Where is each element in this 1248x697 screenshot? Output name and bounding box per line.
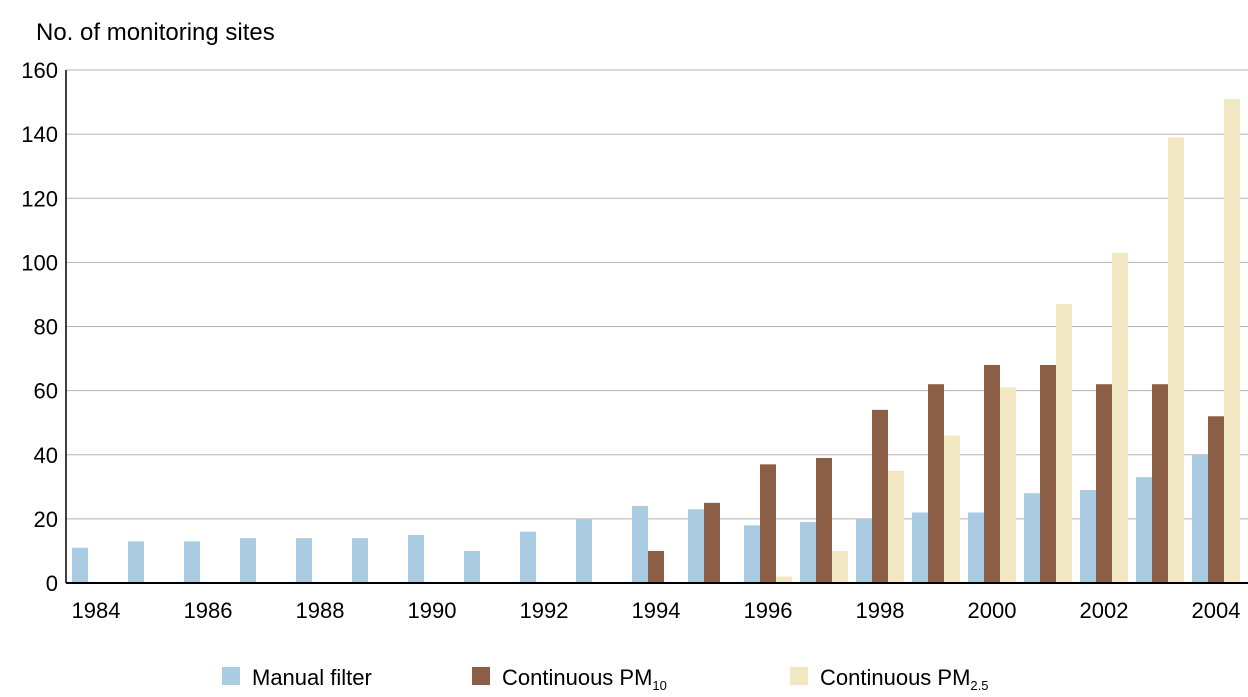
bar-manual-filter-2004 [1192,455,1208,583]
legend-swatch-continuous-pm10 [472,667,490,685]
bar-manual-filter-1989 [352,538,368,583]
bar-manual-filter-2002 [1080,490,1096,583]
legend: Manual filter Continuous PM10 Continuous P… [222,665,989,692]
bar-manual-filter-1995 [688,509,704,583]
bar-continuous-pm2-5-2003 [1168,137,1184,583]
bar-manual-filter-1998 [856,519,872,583]
x-tick-label: 1990 [408,598,457,623]
y-tick-label: 160 [21,58,58,83]
bar-continuous-pm10-1996 [760,464,776,583]
y-tick-label: 140 [21,122,58,147]
bar-manual-filter-1987 [240,538,256,583]
legend-swatch-continuous-pm2-5 [790,667,808,685]
bar-manual-filter-1988 [296,538,312,583]
bar-manual-filter-1984 [72,548,88,583]
legend-label-continuous-pm10: Continuous PM10 [502,665,667,692]
y-tick-label: 80 [34,315,58,340]
y-tick-label: 20 [34,507,58,532]
y-tick-label: 60 [34,379,58,404]
bar-continuous-pm10-2003 [1152,384,1168,583]
bar-continuous-pm2-5-1999 [944,436,960,583]
bar-continuous-pm10-2001 [1040,365,1056,583]
bar-manual-filter-2003 [1136,477,1152,583]
x-tick-label: 1988 [296,598,345,623]
x-tick-label: 1984 [72,598,121,623]
bars [72,99,1240,583]
bar-continuous-pm2-5-1997 [832,551,848,583]
bar-manual-filter-1994 [632,506,648,583]
bar-continuous-pm10-2002 [1096,384,1112,583]
x-tick-label: 1998 [856,598,905,623]
y-tick-label: 100 [21,250,58,275]
legend-label-continuous-pm2-5: Continuous PM2.5 [820,665,989,692]
bar-continuous-pm2-5-2004 [1224,99,1240,583]
bar-manual-filter-1993 [576,519,592,583]
y-tick-label: 0 [46,571,58,596]
bar-manual-filter-1990 [408,535,424,583]
bar-continuous-pm10-1994 [648,551,664,583]
bar-continuous-pm10-2000 [984,365,1000,583]
bar-continuous-pm2-5-2002 [1112,253,1128,583]
bar-manual-filter-1985 [128,541,144,583]
bar-continuous-pm10-1995 [704,503,720,583]
bar-manual-filter-2000 [968,512,984,583]
bar-continuous-pm2-5-2000 [1000,387,1016,583]
legend-swatch-manual-filter [222,667,240,685]
bar-manual-filter-1999 [912,512,928,583]
y-tick-label: 120 [21,186,58,211]
bar-manual-filter-1986 [184,541,200,583]
legend-label-subscript: 10 [652,678,666,692]
bar-manual-filter-1992 [520,532,536,583]
bar-continuous-pm10-1999 [928,384,944,583]
x-tick-label: 1994 [632,598,681,623]
bar-continuous-pm2-5-1998 [888,471,904,583]
x-tick-label: 1986 [184,598,233,623]
legend-label-main: Manual filter [252,665,372,690]
x-tick-label: 1996 [744,598,793,623]
legend-label-main: Continuous PM [502,665,652,690]
bar-continuous-pm2-5-2001 [1056,304,1072,583]
legend-label-main: Continuous PM [820,665,970,690]
x-tick-label: 2000 [968,598,1017,623]
x-tick-label: 2002 [1080,598,1129,623]
legend-label-manual-filter: Manual filter [252,665,372,690]
bar-continuous-pm10-2004 [1208,416,1224,583]
x-tick-label: 2004 [1192,598,1241,623]
legend-label-subscript: 2.5 [970,678,988,692]
bar-continuous-pm10-1997 [816,458,832,583]
bar-manual-filter-1991 [464,551,480,583]
y-tick-label: 40 [34,443,58,468]
bar-manual-filter-2001 [1024,493,1040,583]
y-axis-title: No. of monitoring sites [36,19,275,46]
x-tick-label: 1992 [520,598,569,623]
bar-manual-filter-1996 [744,525,760,583]
bar-manual-filter-1997 [800,522,816,583]
bar-continuous-pm10-1998 [872,410,888,583]
